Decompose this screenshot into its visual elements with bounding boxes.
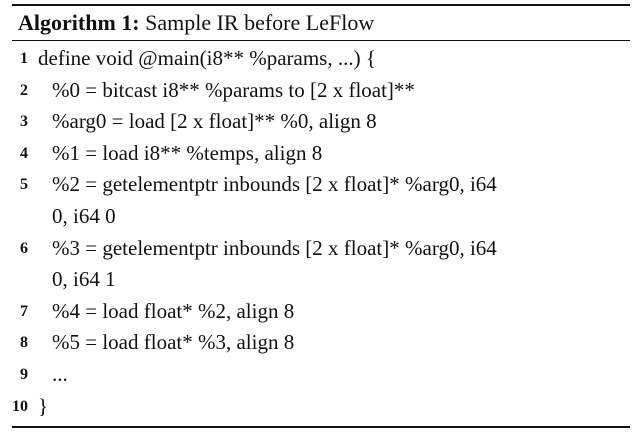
code-text-continuation: 0, i64 1 (52, 267, 116, 292)
code-text: %arg0 = load [2 x float]** %0, align 8 (52, 109, 377, 134)
code-text: %0 = bitcast i8** %params to [2 x float]… (52, 77, 415, 102)
code-line: 2 %0 = bitcast i8** %params to [2 x float… (12, 75, 630, 107)
bottom-rule (12, 426, 630, 429)
algorithm-label: Algorithm 1: (18, 10, 140, 35)
code-line: 10} (12, 391, 630, 423)
code-text: define void @main(i8** %params, ...) { (38, 46, 376, 70)
code-text: %3 = getelementptr inbounds [2 x float]*… (52, 235, 497, 260)
code-line: 8 %5 = load float* %3, align 8 (12, 327, 630, 359)
line-number: 1 (20, 50, 28, 67)
code-line: 7 %4 = load float* %2, align 8 (12, 296, 630, 328)
code-text: %4 = load float* %2, align 8 (52, 298, 295, 323)
line-number: 5 (20, 176, 28, 194)
code-text: %1 = load i8** %temps, align 8 (52, 140, 323, 165)
code-line: 9... (12, 359, 630, 391)
line-number: 6 (20, 239, 28, 257)
line-number: 7 (20, 302, 28, 320)
line-number: 4 (20, 144, 28, 162)
caption-rule (12, 40, 630, 41)
code-text: %5 = load float* %3, align 8 (52, 330, 295, 355)
algorithm-title: Sample IR before LeFlow (145, 10, 375, 35)
code-lines: 1 define void @main(i8** %params, ...) { 2… (12, 41, 630, 422)
line-number: 10 (12, 397, 28, 415)
top-rule (12, 4, 630, 6)
code-line: 4 %1 = load i8** %temps, align 8 (12, 138, 630, 170)
code-line: 6 %3 = getelementptr inbounds [2 x float]… (12, 233, 630, 296)
line-number: 9 (20, 365, 28, 383)
code-text-continuation: 0, i64 0 (52, 203, 116, 228)
code-line: 3 %arg0 = load [2 x float]** %0, align 8 (12, 106, 630, 138)
code-line: 1 define void @main(i8** %params, ...) { (12, 43, 630, 75)
code-text: ... (52, 361, 68, 386)
algorithm-block: Algorithm 1: Sample IR before LeFlow 1 de… (12, 4, 630, 429)
line-number: 3 (20, 113, 28, 131)
code-text: %2 = getelementptr inbounds [2 x float]*… (52, 172, 497, 197)
line-number: 8 (20, 334, 28, 352)
code-line: 5 %2 = getelementptr inbounds [2 x float]… (12, 169, 630, 232)
code-text: } (38, 393, 49, 418)
algorithm-caption: Algorithm 1: Sample IR before LeFlow (12, 6, 630, 40)
line-number: 2 (20, 81, 28, 99)
